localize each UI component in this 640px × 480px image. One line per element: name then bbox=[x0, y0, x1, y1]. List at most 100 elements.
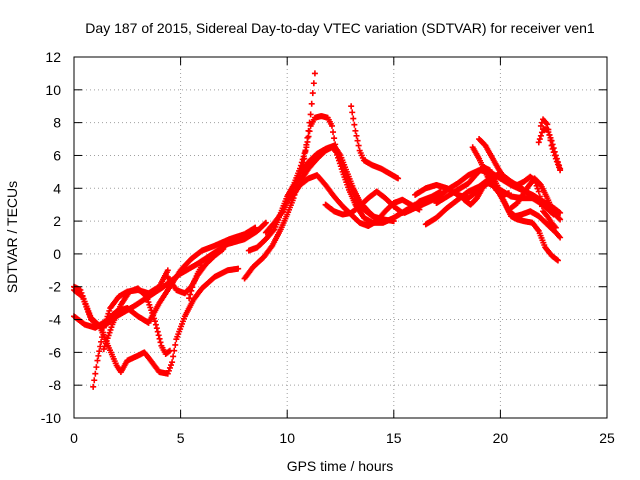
y-tick-label: -2 bbox=[49, 279, 62, 295]
data-point bbox=[552, 224, 559, 231]
data-point bbox=[252, 224, 259, 231]
data-point bbox=[98, 338, 105, 345]
data-point bbox=[307, 111, 314, 118]
data-point bbox=[331, 135, 338, 142]
data-point bbox=[335, 154, 342, 161]
data-point bbox=[80, 295, 87, 302]
y-tick-label: 4 bbox=[53, 180, 61, 196]
data-point bbox=[172, 341, 179, 348]
data-point bbox=[105, 310, 112, 317]
data-point bbox=[157, 339, 164, 346]
data-point bbox=[534, 185, 541, 192]
data-point bbox=[170, 353, 177, 360]
data-point bbox=[152, 321, 159, 328]
data-point bbox=[153, 325, 160, 332]
y-tick-label: 0 bbox=[53, 246, 61, 262]
data-point bbox=[338, 166, 345, 173]
data-point bbox=[355, 142, 362, 149]
plot-frame bbox=[73, 56, 608, 419]
data-point bbox=[270, 227, 277, 234]
data-point bbox=[350, 115, 357, 122]
data-point bbox=[334, 151, 341, 158]
data-point bbox=[306, 128, 313, 135]
data-point bbox=[91, 377, 98, 384]
data-point bbox=[537, 198, 544, 205]
series-track-24 bbox=[469, 144, 512, 198]
data-point bbox=[220, 245, 227, 252]
x-tick-label: 25 bbox=[599, 430, 615, 446]
data-point bbox=[351, 121, 358, 128]
data-point bbox=[310, 80, 317, 87]
data-point bbox=[537, 122, 544, 129]
data-point bbox=[333, 149, 340, 156]
data-point bbox=[152, 318, 159, 325]
data-point bbox=[557, 209, 564, 216]
data-point bbox=[552, 152, 559, 159]
data-point bbox=[79, 292, 86, 299]
data-point bbox=[169, 359, 176, 366]
series-track-23 bbox=[508, 175, 564, 223]
data-point bbox=[308, 100, 315, 107]
data-point bbox=[553, 155, 560, 162]
data-point bbox=[142, 292, 149, 299]
data-point bbox=[330, 129, 337, 136]
data-point bbox=[261, 220, 268, 227]
series-track-11 bbox=[296, 144, 419, 226]
data-point bbox=[93, 364, 100, 371]
data-point bbox=[103, 316, 110, 323]
y-tick-label: -6 bbox=[49, 344, 62, 360]
y-tick-label: 6 bbox=[53, 147, 61, 163]
data-point bbox=[557, 234, 564, 241]
x-tick-label: 0 bbox=[70, 430, 78, 446]
data-point bbox=[534, 226, 541, 233]
series-track-2 bbox=[71, 224, 259, 331]
data-point bbox=[165, 348, 172, 355]
y-axis-label: SDTVAR / TECUs bbox=[4, 181, 20, 293]
y-tick-label: -4 bbox=[49, 312, 62, 328]
data-point bbox=[535, 139, 542, 146]
data-point bbox=[90, 383, 97, 390]
data-point bbox=[155, 332, 162, 339]
data-point bbox=[556, 215, 563, 222]
series-track-4 bbox=[71, 265, 242, 377]
data-point bbox=[101, 321, 108, 328]
data-point bbox=[102, 319, 109, 326]
data-point bbox=[538, 203, 545, 210]
data-point bbox=[354, 137, 361, 144]
data-point bbox=[96, 348, 103, 355]
data-point bbox=[336, 160, 343, 167]
data-point bbox=[301, 150, 308, 157]
data-point bbox=[536, 193, 543, 200]
data-point bbox=[154, 328, 161, 335]
data-point bbox=[548, 137, 555, 144]
data-point bbox=[299, 156, 306, 163]
series-track-5 bbox=[100, 285, 173, 358]
data-point bbox=[164, 370, 171, 377]
data-point bbox=[189, 284, 196, 291]
x-tick-label: 5 bbox=[177, 430, 185, 446]
data-point bbox=[106, 307, 113, 314]
data-points bbox=[71, 70, 564, 390]
x-tick-labels: 0 5 10 15 20 25 bbox=[70, 430, 615, 446]
data-point bbox=[164, 267, 171, 274]
data-point bbox=[92, 370, 99, 377]
series-track-12 bbox=[288, 172, 423, 230]
data-point bbox=[298, 159, 305, 166]
x-tick-label: 10 bbox=[279, 430, 295, 446]
y-tick-label: 8 bbox=[53, 115, 61, 131]
data-point bbox=[104, 313, 111, 320]
data-point bbox=[168, 362, 175, 369]
data-point bbox=[95, 352, 102, 359]
grid-lines bbox=[74, 57, 607, 418]
data-point bbox=[302, 147, 309, 154]
data-point bbox=[309, 90, 316, 97]
data-point bbox=[198, 262, 205, 269]
series-track-13 bbox=[348, 103, 402, 182]
data-point bbox=[549, 141, 556, 148]
x-tick-label: 20 bbox=[493, 430, 509, 446]
y-tick-label: 2 bbox=[53, 213, 61, 229]
y-tick-label: -8 bbox=[49, 377, 62, 393]
data-point bbox=[557, 165, 564, 172]
